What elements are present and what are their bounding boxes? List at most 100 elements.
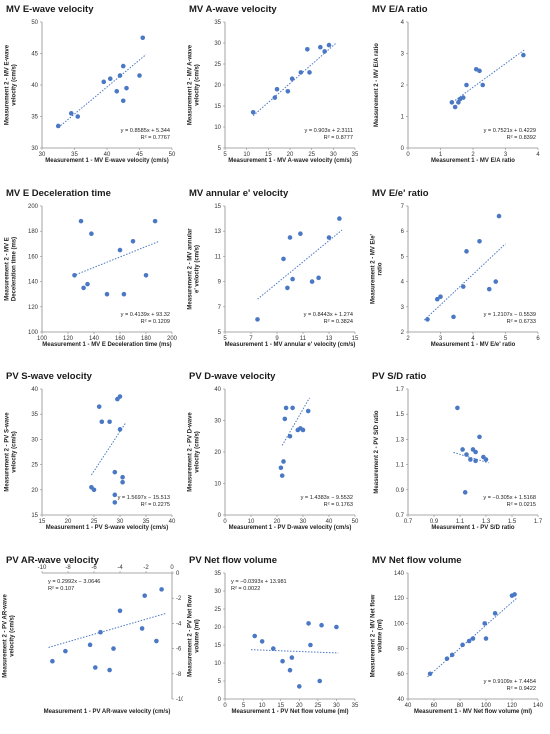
y-tick-label: 25 bbox=[214, 62, 221, 68]
data-point bbox=[107, 419, 112, 425]
y-tick-label: -4 bbox=[176, 621, 182, 627]
data-point bbox=[287, 234, 293, 240]
y-tick-label: 0 bbox=[218, 697, 222, 703]
y-tick-label: 2 bbox=[401, 83, 405, 89]
data-point bbox=[120, 98, 126, 104]
data-point bbox=[434, 296, 440, 302]
y-tick-label: 15 bbox=[31, 513, 38, 519]
trendline bbox=[449, 48, 526, 105]
data-point bbox=[259, 638, 265, 644]
data-point bbox=[473, 449, 478, 455]
data-point bbox=[279, 473, 285, 479]
y-tick-label: 2 bbox=[401, 330, 405, 336]
x-tick-label: 50 bbox=[352, 519, 359, 525]
y-tick-label: 40 bbox=[31, 83, 38, 89]
y-axis-label: Measurement 2 - PV S/D ratio bbox=[374, 410, 380, 493]
regression-equation: y = 0.2992x − 3.0646 bbox=[48, 579, 100, 585]
y-tick-label: 13 bbox=[214, 229, 221, 235]
data-point bbox=[477, 238, 482, 244]
y-tick-label: 160 bbox=[28, 254, 39, 260]
y-axis-label: Measurement 2 - PV D-wavevelocity (cm/s) bbox=[188, 412, 201, 492]
data-point bbox=[318, 44, 323, 50]
y-tick-label: 30 bbox=[31, 146, 38, 152]
data-point bbox=[486, 286, 492, 292]
regression-equation: R² = 0.3824 bbox=[324, 319, 353, 325]
data-point bbox=[281, 459, 286, 464]
data-point bbox=[282, 416, 288, 422]
data-point bbox=[289, 76, 295, 81]
data-point bbox=[107, 76, 113, 81]
x-axis-label: Measurement 1 - PV S/D ratio bbox=[431, 525, 514, 531]
x-tick-label: 25 bbox=[308, 152, 315, 158]
x-tick-label: 0.9 bbox=[430, 519, 439, 525]
y-tick-label: 1 bbox=[401, 114, 405, 120]
data-point bbox=[85, 281, 90, 287]
y-tick-label: 10 bbox=[214, 482, 221, 488]
x-tick-label: 35 bbox=[143, 519, 150, 525]
data-point bbox=[287, 434, 293, 439]
chart-panel: MV A-wave velocity 5 10 15 20 25 30 35 5 10 15 20 25… bbox=[188, 4, 359, 164]
chart-panel: MV E/e' ratio 2 3 4 5 6 2 3 4 5 6 7 Measurement 1 - … bbox=[371, 188, 541, 348]
regression-equation: R² = 0.1763 bbox=[324, 502, 353, 508]
data-point bbox=[250, 109, 256, 115]
y-tick-label: 7 bbox=[218, 304, 222, 310]
data-point bbox=[283, 405, 289, 411]
x-axis-label: Measurement 1 - PV D-wave velocity (cm/s… bbox=[229, 525, 352, 531]
data-point bbox=[274, 86, 280, 92]
data-point bbox=[452, 104, 458, 110]
data-point bbox=[112, 492, 118, 498]
x-tick-label: 160 bbox=[115, 336, 126, 342]
regression-equation: R² = 0.107 bbox=[48, 586, 74, 592]
data-point bbox=[152, 218, 158, 224]
x-tick-label: 0 bbox=[223, 703, 227, 709]
regression-equation: y = 0.7521x + 0.4229 bbox=[484, 128, 536, 134]
x-tick-label: -6 bbox=[91, 565, 97, 571]
data-point bbox=[464, 82, 469, 88]
chart-panel: MV E Deceleration time 100 120 140 160 180 200… bbox=[5, 188, 178, 348]
data-point bbox=[512, 591, 517, 597]
data-point bbox=[460, 283, 466, 289]
data-point bbox=[308, 642, 313, 648]
data-point bbox=[281, 256, 286, 261]
x-axis-label: Measurement 1 - MV E/A ratio bbox=[431, 158, 515, 164]
y-tick-label: 3 bbox=[401, 51, 405, 57]
regression-equation: y = −0.0393x + 13.981 bbox=[231, 579, 287, 585]
data-point bbox=[92, 664, 98, 670]
x-tick-label: 40 bbox=[326, 519, 333, 525]
data-point bbox=[111, 646, 116, 651]
y-tick-label: 10 bbox=[214, 661, 221, 667]
y-tick-label: 20 bbox=[31, 488, 38, 494]
y-tick-label: 140 bbox=[394, 571, 405, 577]
y-tick-label: 40 bbox=[397, 697, 404, 703]
data-point bbox=[305, 408, 311, 414]
x-tick-label: 1.5 bbox=[508, 519, 517, 525]
y-tick-label: 60 bbox=[397, 672, 404, 678]
data-point bbox=[114, 88, 120, 94]
data-point bbox=[98, 629, 103, 635]
y-tick-label: 20 bbox=[214, 450, 221, 456]
y-tick-label: 140 bbox=[28, 279, 39, 285]
x-tick-label: 0 bbox=[406, 152, 410, 158]
y-tick-label: 5 bbox=[218, 679, 222, 685]
regression-equation: R² = 0.6733 bbox=[507, 319, 536, 325]
data-point bbox=[307, 70, 312, 75]
x-tick-label: 4 bbox=[536, 152, 540, 158]
y-tick-label: 80 bbox=[397, 646, 404, 652]
regression-equation: y = 0.903x + 2.3111 bbox=[305, 128, 353, 134]
x-tick-label: 180 bbox=[141, 336, 152, 342]
data-point bbox=[337, 215, 342, 221]
y-tick-label: 15 bbox=[214, 104, 221, 110]
regression-equation: R² = 0.7767 bbox=[141, 135, 170, 141]
x-axis-label: Measurement 1 - MV A-wave velocity (cm/s… bbox=[228, 158, 352, 164]
y-tick-label: 7 bbox=[401, 204, 405, 210]
x-axis-label: Measurement 1 - MV E/e' ratio bbox=[431, 342, 516, 348]
x-axis-label: Measurement 1 - MV E-wave velocity (cm/s… bbox=[45, 158, 168, 164]
y-tick-label: 25 bbox=[214, 607, 221, 613]
data-point bbox=[483, 636, 489, 641]
y-tick-label: 30 bbox=[214, 41, 221, 47]
y-tick-label: 4 bbox=[401, 279, 405, 285]
y-tick-label: 25 bbox=[31, 463, 38, 469]
data-point bbox=[142, 593, 147, 598]
